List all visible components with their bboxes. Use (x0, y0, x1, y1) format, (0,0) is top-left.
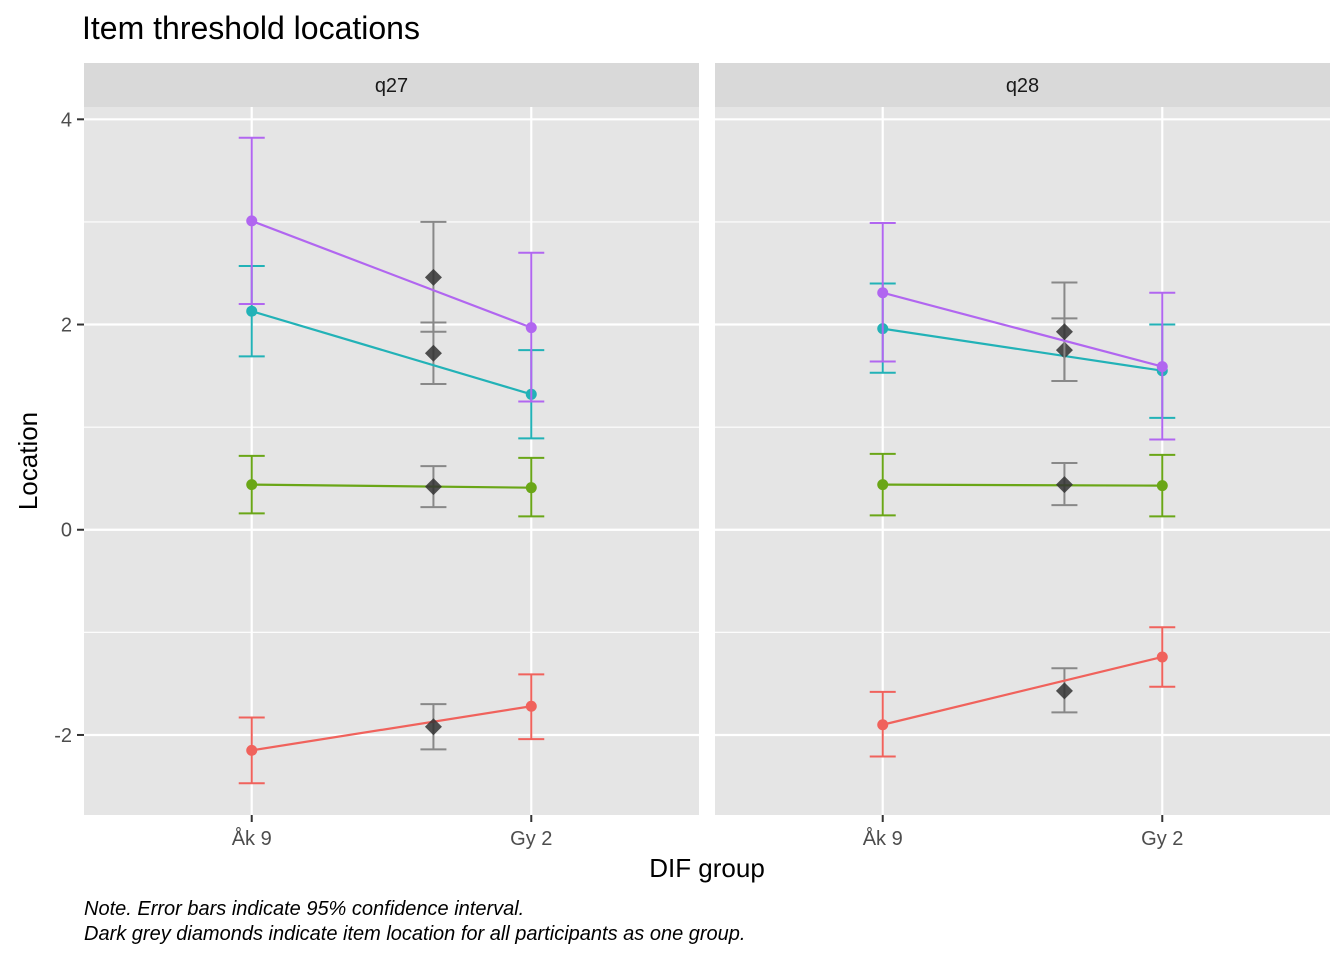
y-axis-title: Location (13, 412, 43, 510)
series-line (882, 655, 1163, 726)
facet-strip-q28 (715, 63, 1330, 107)
data-point (1156, 480, 1168, 492)
x-tick-label: Gy 2 (510, 828, 552, 850)
chart-title: Item threshold locations (82, 10, 420, 46)
panel-background-q27 (84, 107, 699, 815)
data-point (246, 305, 258, 317)
panel-background-q28 (715, 107, 1330, 815)
series-line (882, 327, 1163, 372)
series-line (251, 705, 532, 752)
note-confidence-interval: Note. Error bars indicate 95% confidence… (84, 898, 525, 920)
data-point (525, 322, 537, 334)
facet-label-q28: q28 (1006, 75, 1039, 97)
data-point (246, 215, 258, 227)
overall-diamond (424, 478, 442, 496)
x-tick-label: Gy 2 (1141, 828, 1183, 850)
series-line (882, 291, 1163, 368)
y-tick-label: 4 (61, 109, 72, 131)
data-point (877, 287, 889, 299)
overall-diamond (1055, 323, 1073, 341)
data-point (525, 700, 537, 712)
y-tick-label: 2 (61, 315, 72, 337)
data-point (246, 479, 258, 491)
overall-diamond (424, 344, 442, 362)
y-tick-label: 0 (61, 520, 72, 542)
note-overall-diamonds: Dark grey diamonds indicate item locatio… (84, 923, 746, 945)
data-point (246, 744, 258, 756)
series-line (251, 310, 532, 396)
series-line (251, 483, 532, 489)
overall-diamond (424, 718, 442, 736)
series-line (882, 483, 1163, 487)
facet-label-q27: q27 (375, 75, 408, 97)
x-axis-title: DIF group (649, 853, 765, 883)
x-tick-label: Åk 9 (863, 827, 903, 850)
data-point (877, 719, 889, 731)
data-point (1156, 651, 1168, 663)
overall-diamond (424, 268, 442, 286)
data-point (525, 482, 537, 494)
overall-diamond (1055, 476, 1073, 494)
data-point (877, 479, 889, 491)
facet-strip-q27 (84, 63, 699, 107)
series-line (251, 219, 532, 329)
data-point (1156, 361, 1168, 373)
x-tick-label: Åk 9 (232, 827, 272, 850)
y-tick-label: -2 (54, 725, 72, 747)
overall-diamond (1055, 682, 1073, 700)
